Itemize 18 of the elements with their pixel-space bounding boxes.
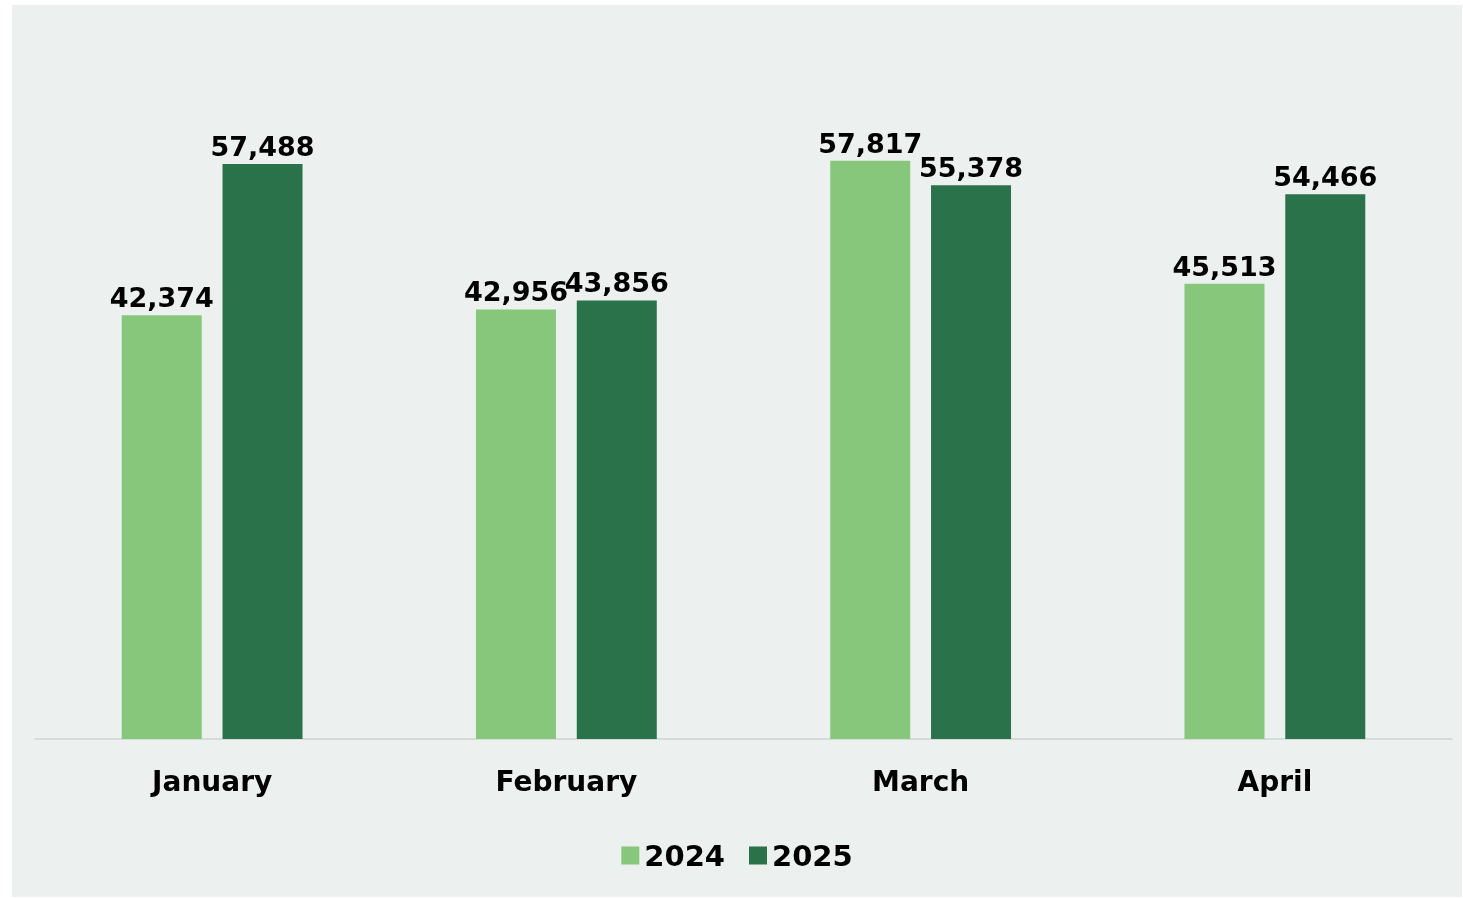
- data-label: 54,466: [1273, 161, 1378, 193]
- bar: [1285, 194, 1366, 739]
- x-tick-label: February: [495, 764, 638, 798]
- bar: [475, 309, 556, 739]
- x-tick-label: March: [872, 764, 970, 798]
- bar: [222, 164, 303, 739]
- bar: [830, 160, 911, 739]
- bar: [576, 300, 657, 739]
- legend-label: 2024: [644, 838, 726, 873]
- data-label: 57,488: [210, 131, 315, 163]
- data-label: 42,374: [109, 282, 214, 314]
- bar: [931, 185, 1012, 739]
- data-label: 45,513: [1172, 250, 1277, 282]
- x-tick-label: April: [1237, 764, 1313, 798]
- x-tick-label: January: [150, 764, 273, 798]
- bar: [1184, 283, 1265, 739]
- legend-label: 2025: [772, 838, 853, 873]
- bar: [121, 315, 202, 739]
